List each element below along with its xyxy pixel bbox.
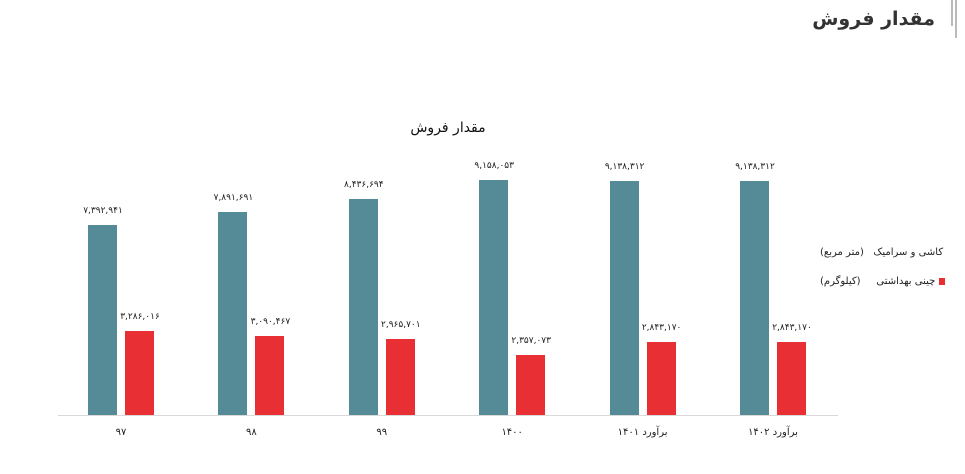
- bar-tiles[interactable]: [218, 212, 248, 415]
- bar-tiles[interactable]: [348, 198, 378, 415]
- data-label: ۷,۳۹۲,۹۴۱: [83, 206, 123, 217]
- x-axis-tick-label: برآورد ۱۴۰۱: [617, 427, 668, 438]
- bar-tiles[interactable]: [479, 180, 509, 415]
- panel-edge-line: [951, 0, 953, 26]
- chart-title: مقدار فروش: [410, 120, 486, 136]
- chart-legend: کاشی و سرامیک (متر مربع) چینی بهداشتی (ک…: [820, 243, 945, 301]
- data-label: ۹,۱۳۸,۳۱۲: [735, 161, 775, 172]
- x-axis-tick-label: ۱۴۰۰: [501, 427, 523, 438]
- x-axis-tick-label: ۹۷: [115, 427, 127, 438]
- page-title: مقدار فروش: [812, 8, 935, 30]
- bar-sanitary[interactable]: [646, 342, 676, 415]
- bar-sanitary[interactable]: [255, 335, 285, 415]
- legend-swatch-red: [939, 277, 945, 285]
- legend-item-sanitary[interactable]: چینی بهداشتی (کیلوگرم): [820, 272, 945, 290]
- data-label: ۲,۸۴۳,۱۷۰: [772, 323, 812, 334]
- legend-item-tiles[interactable]: کاشی و سرامیک (متر مربع): [820, 243, 945, 261]
- data-label: ۳,۰۹۰,۴۶۷: [250, 316, 291, 327]
- bar-sanitary[interactable]: [516, 354, 546, 415]
- bar-tiles[interactable]: [740, 180, 769, 415]
- bar-sanitary[interactable]: [777, 342, 806, 415]
- data-label: ۹,۱۳۸,۳۱۲: [604, 161, 645, 172]
- data-label: ۲,۸۴۳,۱۷۰: [641, 323, 682, 334]
- data-label: ۲,۳۵۷,۰۷۳: [511, 335, 551, 346]
- data-label: ۹,۱۵۸,۰۵۳: [474, 161, 514, 171]
- x-axis-tick-label: ۹۹: [376, 427, 388, 438]
- panel-edge-line: [955, 0, 957, 38]
- bar-tiles[interactable]: [88, 225, 117, 415]
- data-label: ۸,۴۳۶,۶۹۴: [344, 179, 384, 190]
- bar-sanitary[interactable]: [125, 330, 154, 415]
- bar-sanitary[interactable]: [385, 338, 415, 415]
- x-axis-tick-label: ۹۸: [246, 427, 257, 438]
- x-axis-line: [58, 415, 838, 416]
- legend-label: چینی بهداشتی (کیلوگرم): [820, 275, 936, 287]
- data-label: ۳,۲۸۶,۰۱۶: [120, 311, 160, 322]
- x-axis-tick-label: برآورد ۱۴۰۲: [748, 427, 798, 438]
- legend-label: کاشی و سرامیک (متر مربع): [820, 246, 944, 258]
- bar-tiles[interactable]: [609, 180, 639, 415]
- data-label: ۷,۸۹۱,۶۹۱: [213, 193, 254, 204]
- data-label: ۲,۹۶۵,۷۰۱: [381, 319, 421, 330]
